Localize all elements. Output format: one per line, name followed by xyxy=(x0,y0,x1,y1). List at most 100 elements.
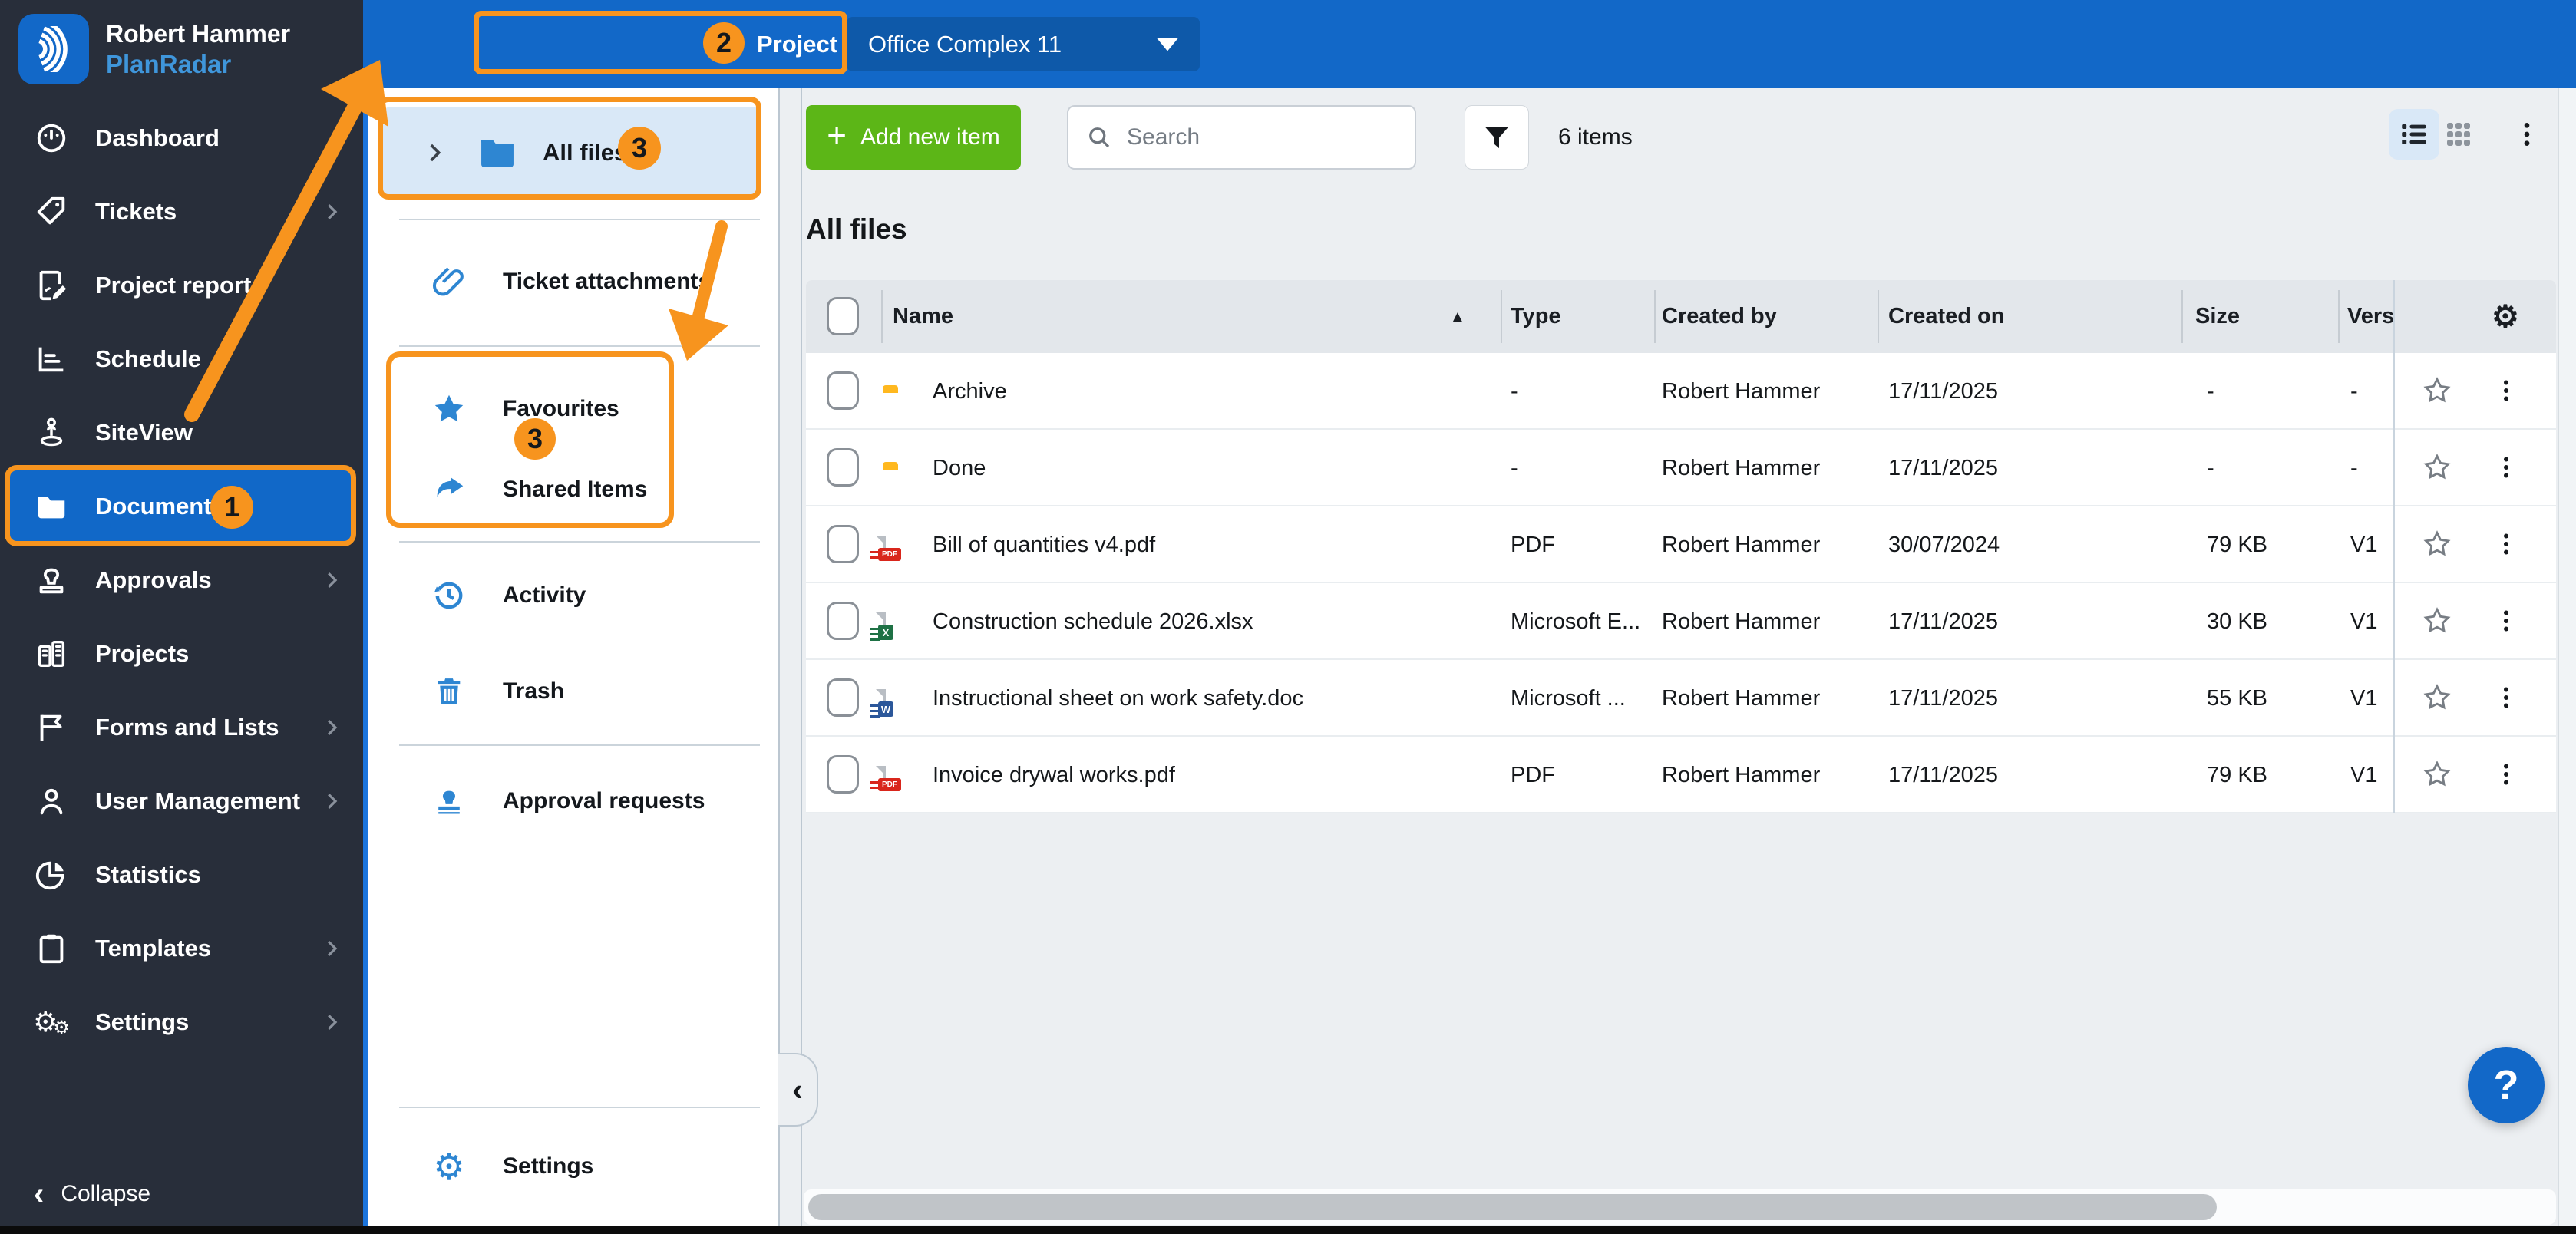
sidebar-item-approvals[interactable]: Approvals xyxy=(0,543,363,617)
column-header-created-on[interactable]: Created on xyxy=(1888,304,2005,328)
column-header-version[interactable]: Vers xyxy=(2347,304,2395,328)
sidebar-item-label: Schedule xyxy=(95,345,201,372)
question-mark-icon: ? xyxy=(2493,1062,2519,1108)
search-input[interactable] xyxy=(1125,124,1389,151)
list-view-icon xyxy=(2398,118,2430,150)
sidebar-item-forms-and-lists[interactable]: Forms and Lists xyxy=(0,691,363,764)
cell-created-on: 17/11/2025 xyxy=(1888,762,1998,787)
cell-name[interactable]: Archive xyxy=(933,378,1007,404)
add-new-item-button[interactable]: + Add new item xyxy=(806,105,1021,170)
divider xyxy=(399,345,760,347)
plus-icon: + xyxy=(827,117,847,154)
table-row[interactable]: PDF Bill of quantities v4.pdf PDF Robert… xyxy=(806,506,2556,583)
sidebar-item-label: Templates xyxy=(95,935,212,962)
row-checkbox[interactable] xyxy=(827,602,859,640)
sticky-column-divider xyxy=(2393,280,2395,813)
search-box[interactable] xyxy=(1067,105,1416,170)
table-row[interactable]: PDF Invoice drywal works.pdf PDF Robert … xyxy=(806,737,2556,813)
row-checkbox[interactable] xyxy=(827,371,859,410)
table-row[interactable]: Archive - Robert Hammer 17/11/2025 - - xyxy=(806,353,2556,430)
sidebar-item-documents[interactable]: Documents xyxy=(0,470,363,543)
cell-name[interactable]: Construction schedule 2026.xlsx xyxy=(933,609,1253,634)
row-checkbox[interactable] xyxy=(827,678,859,717)
docs-nav-all-files[interactable]: All files xyxy=(383,107,761,199)
table-row[interactable]: X Construction schedule 2026.xlsx Micros… xyxy=(806,583,2556,660)
user-name: Robert Hammer xyxy=(106,20,291,48)
list-view-toggle[interactable] xyxy=(2389,109,2439,160)
sidebar-item-settings[interactable]: ⚙ ⚙ Settings xyxy=(0,985,363,1059)
collapse-sidebar-button[interactable]: ‹ Collapse xyxy=(34,1159,325,1229)
row-checkbox[interactable] xyxy=(827,755,859,794)
cell-name[interactable]: Instructional sheet on work safety.doc xyxy=(933,685,1304,711)
column-header-type[interactable]: Type xyxy=(1511,304,1561,328)
cell-version: V1 xyxy=(2350,532,2378,557)
docs-nav-trash[interactable]: Trash xyxy=(388,655,771,728)
sidebar-item-siteview[interactable]: SiteView xyxy=(0,396,363,470)
docs-nav-settings[interactable]: ⚙ Settings xyxy=(388,1130,771,1203)
row-kebab-menu[interactable] xyxy=(2492,605,2520,636)
cell-version: V1 xyxy=(2350,685,2378,711)
cell-created-by: Robert Hammer xyxy=(1662,378,1821,404)
column-header-size[interactable]: Size xyxy=(2195,304,2241,328)
docs-nav-approval-requests[interactable]: Approval requests xyxy=(388,764,771,838)
cell-name[interactable]: Done xyxy=(933,455,986,480)
sidebar-item-tickets[interactable]: Tickets xyxy=(0,175,363,249)
help-button[interactable]: ? xyxy=(2468,1047,2545,1123)
sidebar-item-project-reports[interactable]: Project reports xyxy=(0,249,363,322)
column-header-name[interactable]: Name xyxy=(893,304,953,328)
divider xyxy=(399,541,760,543)
cell-name[interactable]: Bill of quantities v4.pdf xyxy=(933,532,1156,557)
vertical-scrollbar-track[interactable] xyxy=(2558,88,2576,1234)
favourite-star-icon[interactable] xyxy=(2422,452,2452,483)
docs-nav-shared-items[interactable]: Shared Items xyxy=(388,453,771,526)
cell-type: PDF xyxy=(1511,762,1555,787)
row-checkbox[interactable] xyxy=(827,448,859,487)
favourite-star-icon[interactable] xyxy=(2422,605,2452,636)
panel-gutter xyxy=(778,88,802,1234)
sidebar-item-dashboard[interactable]: Dashboard xyxy=(0,101,363,175)
row-kebab-menu[interactable] xyxy=(2492,452,2520,483)
cell-type: - xyxy=(1511,455,1518,480)
sidebar-item-templates[interactable]: Templates xyxy=(0,912,363,985)
project-selector[interactable]: Office Complex 11 xyxy=(847,17,1200,71)
sidebar-accent-stripe xyxy=(363,88,368,1234)
row-checkbox[interactable] xyxy=(827,525,859,563)
annotation-step-badge: 3 xyxy=(618,127,661,170)
select-all-checkbox[interactable] xyxy=(827,297,859,335)
cell-created-by: Robert Hammer xyxy=(1662,609,1821,634)
docs-nav-label: All files xyxy=(543,139,628,166)
cell-name[interactable]: Invoice drywal works.pdf xyxy=(933,762,1175,787)
sort-ascending-icon[interactable]: ▲ xyxy=(1449,306,1466,326)
excel-file-icon: X xyxy=(870,612,893,641)
row-kebab-menu[interactable] xyxy=(2492,375,2520,406)
column-settings-gear-icon[interactable]: ⚙ xyxy=(2492,299,2519,334)
horizontal-scrollbar-thumb[interactable] xyxy=(808,1194,2217,1220)
account-block[interactable]: Robert Hammer PlanRadar xyxy=(18,12,348,86)
row-kebab-menu[interactable] xyxy=(2492,759,2520,790)
favourite-star-icon[interactable] xyxy=(2422,682,2452,713)
favourite-star-icon[interactable] xyxy=(2422,375,2452,406)
table-row[interactable]: Done - Robert Hammer 17/11/2025 - - xyxy=(806,430,2556,506)
docs-nav-favourites[interactable]: Favourites xyxy=(388,372,771,446)
favourite-star-icon[interactable] xyxy=(2422,529,2452,559)
toolbar-kebab-menu[interactable] xyxy=(2512,119,2542,150)
sidebar-item-statistics[interactable]: Statistics xyxy=(0,838,363,912)
favourite-star-icon[interactable] xyxy=(2422,759,2452,790)
sidebar-item-schedule[interactable]: Schedule xyxy=(0,322,363,396)
chevron-right-icon[interactable] xyxy=(421,140,447,166)
row-kebab-menu[interactable] xyxy=(2492,682,2520,713)
filter-button[interactable] xyxy=(1465,105,1529,170)
sidebar-item-projects[interactable]: Projects xyxy=(0,617,363,691)
docs-nav-ticket-attachments[interactable]: Ticket attachments xyxy=(388,245,771,318)
table-row[interactable]: W Instructional sheet on work safety.doc… xyxy=(806,660,2556,737)
collapse-panel-handle[interactable]: ‹ xyxy=(778,1053,818,1127)
sidebar-item-label: Approvals xyxy=(95,566,212,593)
gears-icon: ⚙ ⚙ xyxy=(33,1006,70,1038)
row-kebab-menu[interactable] xyxy=(2492,529,2520,559)
sidebar-item-user-management[interactable]: User Management xyxy=(0,764,363,838)
column-header-created-by[interactable]: Created by xyxy=(1662,304,1777,328)
column-divider xyxy=(1878,290,1879,343)
docs-nav-activity[interactable]: Activity xyxy=(388,559,771,632)
annotation-box-documents xyxy=(5,465,356,546)
grid-view-toggle[interactable] xyxy=(2443,119,2474,150)
